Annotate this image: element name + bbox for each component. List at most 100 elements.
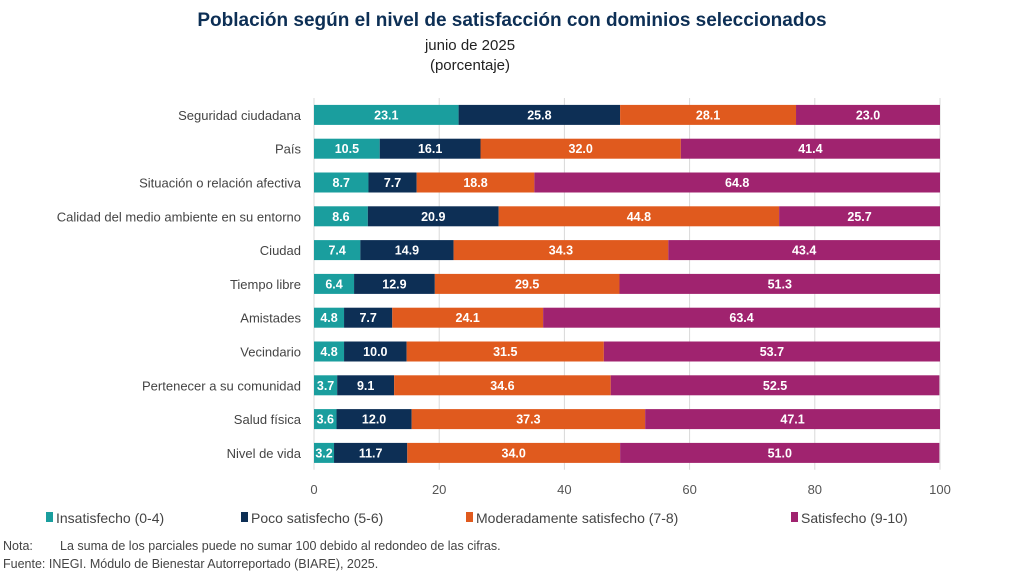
bar-segment — [314, 240, 361, 261]
bar-segment — [480, 138, 681, 159]
bar-segment — [344, 307, 393, 328]
bar-segment — [367, 206, 499, 227]
bar-segment — [337, 375, 395, 396]
category-label: Seguridad ciudadana — [178, 108, 302, 123]
bar-segment — [645, 409, 940, 430]
category-label: Ciudad — [260, 243, 301, 258]
data-label: 34.0 — [502, 446, 526, 460]
note-text: La suma de los parciales puede no sumar … — [60, 539, 501, 553]
data-label: 51.0 — [768, 446, 792, 460]
data-label: 23.0 — [856, 108, 880, 122]
bar-segment — [314, 307, 345, 328]
data-label: 37.3 — [516, 413, 540, 427]
data-label: 7.4 — [328, 244, 345, 258]
data-label: 14.9 — [395, 244, 419, 258]
bar-segment — [434, 273, 620, 294]
bar-segment — [620, 104, 797, 125]
data-label: 3.6 — [317, 413, 334, 427]
bar-segment — [619, 273, 940, 294]
legend-label: Insatisfecho (0-4) — [56, 510, 164, 526]
bar-segment — [314, 375, 338, 396]
x-tick-label: 40 — [557, 482, 571, 497]
data-label: 3.2 — [315, 446, 332, 460]
x-tick-label: 20 — [432, 482, 446, 497]
category-label: Situación o relación afectiva — [139, 176, 302, 191]
bar-segment — [314, 341, 345, 362]
data-label: 52.5 — [763, 379, 787, 393]
data-label: 31.5 — [493, 345, 517, 359]
legend-label: Satisfecho (9-10) — [801, 510, 908, 526]
data-label: 41.4 — [798, 142, 822, 156]
bar-segment — [458, 104, 621, 125]
bar-segment — [620, 442, 940, 463]
bar-segment — [603, 341, 940, 362]
data-label: 6.4 — [325, 277, 342, 291]
bar-segment — [314, 104, 459, 125]
data-label: 8.6 — [332, 210, 349, 224]
x-tick-label: 100 — [929, 482, 951, 497]
x-tick-label: 80 — [808, 482, 822, 497]
bar-segment — [354, 273, 435, 294]
category-label: Amistades — [240, 311, 301, 326]
chart-subtitle: junio de 2025 — [424, 37, 515, 54]
bar-segment — [392, 307, 544, 328]
data-label: 34.6 — [490, 379, 514, 393]
legend-swatch — [466, 512, 473, 522]
data-label: 43.4 — [792, 244, 816, 258]
category-label: Salud física — [234, 412, 302, 427]
bar-segment — [334, 442, 408, 463]
data-label: 4.8 — [320, 311, 337, 325]
chart-title: Población según el nivel de satisfacción… — [197, 10, 826, 31]
data-label: 20.9 — [421, 210, 445, 224]
bar-segment — [314, 138, 380, 159]
bar-segment — [498, 206, 780, 227]
bar-segment — [368, 172, 417, 193]
x-tick-label: 60 — [682, 482, 696, 497]
data-label: 47.1 — [780, 413, 804, 427]
data-label: 8.7 — [333, 176, 350, 190]
bar-segment — [453, 240, 669, 261]
chart-unit: (porcentaje) — [430, 57, 510, 74]
bar-segment — [416, 172, 535, 193]
category-label: País — [275, 142, 302, 157]
bar-segment — [394, 375, 611, 396]
bar-segment — [796, 104, 940, 125]
category-label: Vecindario — [240, 345, 301, 360]
bar-segment — [314, 273, 355, 294]
data-label: 64.8 — [725, 176, 749, 190]
legend-swatch — [241, 512, 248, 522]
bar-segment — [406, 341, 604, 362]
data-label: 12.0 — [362, 413, 386, 427]
category-label: Tiempo libre — [230, 277, 301, 292]
bar-segment — [314, 442, 335, 463]
data-label: 3.7 — [317, 379, 334, 393]
bar-segment — [680, 138, 940, 159]
data-label: 10.0 — [363, 345, 387, 359]
legend-swatch — [46, 512, 53, 522]
data-label: 25.7 — [847, 210, 871, 224]
bar-segment — [610, 375, 940, 396]
category-label: Nivel de vida — [227, 446, 302, 461]
bar-segment — [314, 172, 369, 193]
bar-segment — [344, 341, 407, 362]
bar-segment — [543, 307, 940, 328]
data-label: 28.1 — [696, 108, 720, 122]
bar-segment — [336, 409, 412, 430]
note-label: Nota: — [3, 539, 33, 553]
legend-swatch — [791, 512, 798, 522]
data-label: 9.1 — [357, 379, 374, 393]
bar-segment — [407, 442, 621, 463]
data-label: 4.8 — [320, 345, 337, 359]
bar-segment — [668, 240, 940, 261]
data-label: 16.1 — [418, 142, 442, 156]
data-label: 34.3 — [549, 244, 573, 258]
data-label: 23.1 — [374, 108, 398, 122]
bar-segment — [534, 172, 940, 193]
data-label: 53.7 — [760, 345, 784, 359]
bar-segment — [314, 206, 368, 227]
bar-segment — [360, 240, 454, 261]
legend-label: Moderadamente satisfecho (7-8) — [476, 510, 678, 526]
data-label: 12.9 — [382, 277, 406, 291]
data-label: 25.8 — [527, 108, 551, 122]
category-label: Pertenecer a su comunidad — [142, 378, 301, 393]
